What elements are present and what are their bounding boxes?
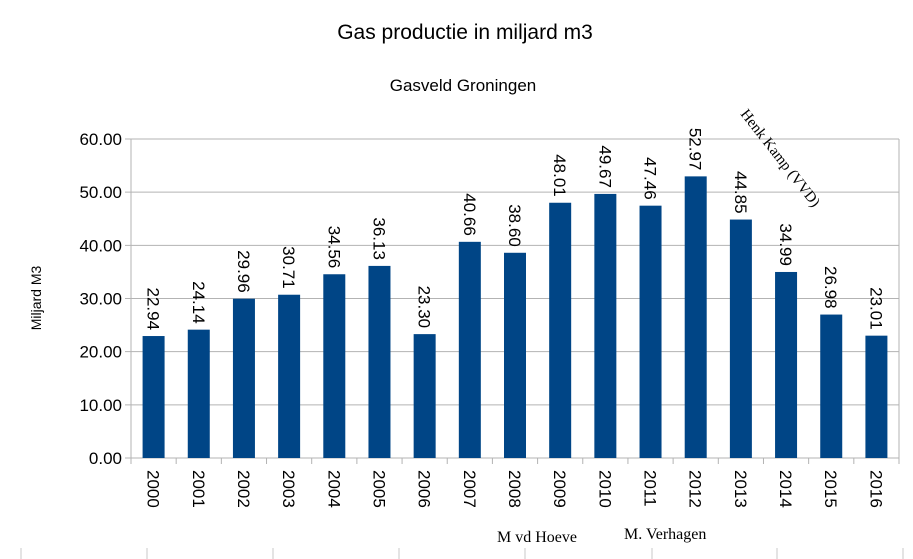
bar-2005 [368, 265, 391, 458]
annotation-m-vd-hoeve: M vd Hoeve [497, 529, 577, 546]
y-tick-label: 10.00 [79, 396, 122, 415]
y-tick-label: 20.00 [79, 343, 122, 362]
x-tick-label-2011: 2011 [641, 470, 660, 507]
x-tick-label-2006: 2006 [415, 470, 434, 508]
bar-2000 [142, 336, 165, 458]
data-label-2015: 26.98 [821, 266, 840, 309]
data-label-2009: 48.01 [550, 154, 569, 197]
data-label-2011: 47.46 [641, 157, 660, 200]
bar-2009 [549, 202, 572, 458]
data-label-2006: 23.30 [415, 286, 434, 329]
bar-2003 [278, 294, 301, 458]
bar-2013 [729, 219, 752, 458]
bar-2012 [684, 176, 707, 458]
x-tick-label-2014: 2014 [776, 470, 795, 508]
bar-2008 [504, 252, 526, 458]
x-tick-label-2004: 2004 [324, 470, 343, 508]
y-tick-label: 0.00 [89, 449, 122, 468]
bar-2006 [413, 334, 436, 458]
data-label-2012: 52.97 [686, 128, 705, 171]
x-tick-label-2002: 2002 [234, 470, 253, 508]
annotation-m-verhagen: M. Verhagen [624, 526, 706, 543]
y-tick-label: 60.00 [79, 130, 122, 149]
bar-2001 [187, 329, 210, 458]
data-label-2013: 44.85 [731, 171, 750, 214]
data-label-2014: 34.99 [776, 223, 795, 266]
x-tick-label-2009: 2009 [550, 470, 569, 508]
data-label-2003: 30.71 [279, 246, 298, 289]
x-tick-label-2008: 2008 [505, 470, 524, 508]
x-tick-label-2016: 2016 [866, 470, 885, 508]
bar-2016 [865, 335, 888, 458]
bar-2007 [458, 241, 481, 458]
bar-2004 [323, 274, 346, 458]
x-tick-label-2003: 2003 [279, 470, 298, 508]
bar-2002 [232, 298, 255, 458]
data-label-2016: 23.01 [866, 287, 885, 330]
x-tick-label-2015: 2015 [821, 470, 840, 508]
data-label-2000: 22.94 [144, 287, 163, 330]
y-axis-label: Miljard M3 [28, 266, 44, 331]
x-tick-label-2000: 2000 [144, 470, 163, 508]
chart-subtitle: Gasveld Groningen [390, 76, 536, 95]
bar-2015 [820, 314, 843, 458]
bar-2010 [594, 193, 617, 458]
x-tick-label-2001: 2001 [189, 470, 208, 508]
chart-title: Gas productie in miljard m3 [337, 21, 593, 44]
x-tick-label-2013: 2013 [731, 470, 750, 508]
bar-2011 [639, 205, 662, 458]
data-label-2007: 40.66 [460, 193, 479, 236]
x-tick-label-2007: 2007 [460, 470, 479, 508]
data-label-2005: 36.13 [369, 217, 388, 260]
x-tick-label-2005: 2005 [369, 470, 388, 508]
data-label-2004: 34.56 [324, 226, 343, 269]
y-tick-label: 50.00 [79, 183, 122, 202]
data-label-2008: 38.60 [505, 204, 524, 247]
data-label-2002: 29.96 [234, 250, 253, 293]
data-label-2001: 24.14 [189, 281, 208, 324]
y-tick-label: 40.00 [79, 236, 122, 255]
y-tick-label: 30.00 [79, 290, 122, 309]
x-tick-label-2012: 2012 [686, 470, 705, 508]
x-tick-label-2010: 2010 [595, 470, 614, 508]
bar-2014 [775, 271, 798, 458]
data-label-2010: 49.67 [595, 145, 614, 188]
